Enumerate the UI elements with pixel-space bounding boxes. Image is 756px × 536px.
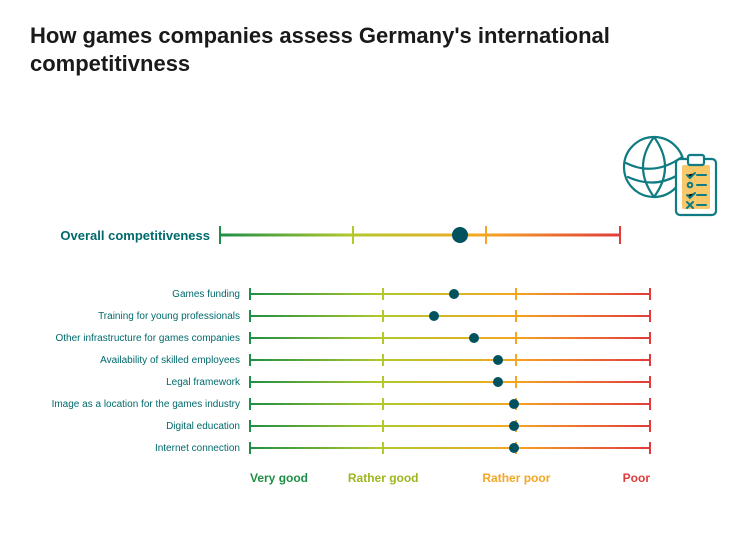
item-row: Image as a location for the games indust…	[30, 393, 650, 415]
tick-mark	[649, 398, 651, 410]
tick-mark	[649, 442, 651, 454]
item-label: Legal framework	[30, 377, 250, 388]
item-row: Legal framework	[30, 371, 650, 393]
gradient-line	[250, 403, 650, 405]
tick-mark	[249, 354, 251, 366]
spacer	[30, 255, 650, 283]
value-dot	[429, 311, 439, 321]
axis-label: Rather good	[348, 471, 419, 485]
gradient-line	[250, 337, 650, 339]
tick-mark	[382, 376, 384, 388]
item-label: Training for young professionals	[30, 311, 250, 322]
axis-label: Rather poor	[482, 471, 550, 485]
tick-mark	[515, 354, 517, 366]
tick-mark	[382, 442, 384, 454]
item-label: Availability of skilled employees	[30, 355, 250, 366]
tick-mark	[249, 420, 251, 432]
scale-track	[250, 349, 650, 371]
gradient-line	[250, 381, 650, 383]
scale-track	[250, 283, 650, 305]
item-label: Image as a location for the games indust…	[30, 399, 250, 410]
gradient-line	[250, 425, 650, 427]
scale-track	[250, 437, 650, 459]
value-dot	[449, 289, 459, 299]
tick-mark	[515, 310, 517, 322]
tick-mark	[649, 288, 651, 300]
item-row: Availability of skilled employees	[30, 349, 650, 371]
tick-mark	[382, 288, 384, 300]
tick-mark	[249, 288, 251, 300]
tick-mark	[382, 332, 384, 344]
item-label: Internet connection	[30, 443, 250, 454]
item-label: Other infrastructure for games companies	[30, 333, 250, 344]
page: How games companies assess Germany's int…	[0, 0, 756, 536]
chart-title: How games companies assess Germany's int…	[30, 22, 630, 77]
tick-mark	[382, 398, 384, 410]
scale-track	[220, 215, 620, 255]
tick-mark	[249, 310, 251, 322]
tick-mark	[382, 354, 384, 366]
tick-mark	[649, 420, 651, 432]
tick-mark	[249, 442, 251, 454]
overall-row: Overall competitiveness	[30, 215, 650, 255]
value-dot	[509, 399, 519, 409]
tick-mark	[485, 226, 487, 244]
tick-mark	[649, 332, 651, 344]
tick-mark	[515, 332, 517, 344]
value-dot	[452, 227, 468, 243]
tick-mark	[382, 310, 384, 322]
item-label: Digital education	[30, 421, 250, 432]
tick-mark	[249, 376, 251, 388]
value-dot	[509, 443, 519, 453]
tick-mark	[249, 332, 251, 344]
value-dot	[493, 355, 503, 365]
tick-mark	[219, 226, 221, 244]
tick-mark	[649, 354, 651, 366]
scale-track	[250, 415, 650, 437]
axis-label: Very good	[250, 471, 308, 485]
gradient-line	[220, 234, 620, 237]
gradient-line	[250, 315, 650, 317]
tick-mark	[249, 398, 251, 410]
item-row: Games funding	[30, 283, 650, 305]
tick-mark	[515, 376, 517, 388]
competitiveness-chart: Overall competitiveness Games funding Trai…	[30, 215, 650, 491]
gradient-line	[250, 447, 650, 449]
item-row: Training for young professionals	[30, 305, 650, 327]
tick-mark	[515, 288, 517, 300]
value-dot	[469, 333, 479, 343]
item-row: Other infrastructure for games companies	[30, 327, 650, 349]
tick-mark	[649, 376, 651, 388]
scale-track	[250, 305, 650, 327]
scale-track	[250, 327, 650, 349]
axis-label: Poor	[623, 471, 650, 485]
tick-mark	[382, 420, 384, 432]
scale-track	[250, 371, 650, 393]
item-label: Games funding	[30, 289, 250, 300]
item-row: Digital education	[30, 415, 650, 437]
gradient-line	[250, 359, 650, 361]
overall-label: Overall competitiveness	[30, 228, 220, 243]
tick-mark	[619, 226, 621, 244]
axis-labels: Very good Rather good Rather poor Poor	[250, 471, 650, 491]
value-dot	[509, 421, 519, 431]
tick-mark	[649, 310, 651, 322]
tick-mark	[352, 226, 354, 244]
item-row: Internet connection	[30, 437, 650, 459]
value-dot	[493, 377, 503, 387]
scale-track	[250, 393, 650, 415]
